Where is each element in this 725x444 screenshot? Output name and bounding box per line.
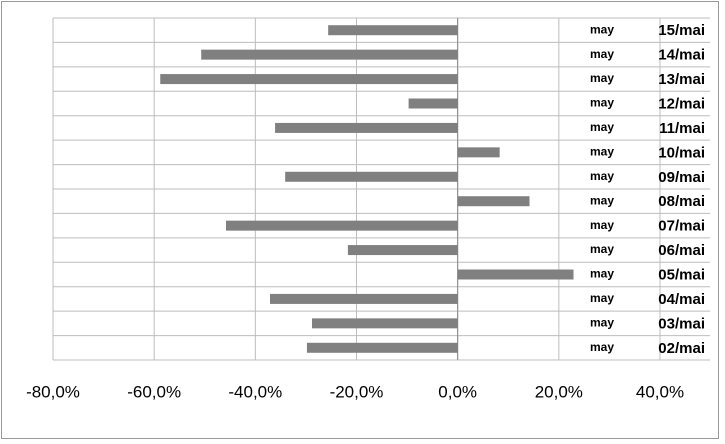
category-label: 08/mai bbox=[658, 193, 705, 210]
category-label: 15/mai bbox=[658, 22, 705, 39]
annotation: may bbox=[590, 96, 614, 110]
annotation-box bbox=[586, 215, 620, 236]
category-label: 13/mai bbox=[658, 71, 705, 88]
category-label: 04/mai bbox=[658, 291, 705, 308]
annotation: may bbox=[590, 242, 614, 256]
bar bbox=[347, 245, 458, 256]
annotation-box bbox=[586, 337, 620, 358]
bar bbox=[275, 122, 458, 133]
x-tick-label: -80,0% bbox=[26, 382, 80, 401]
annotation: may bbox=[590, 193, 614, 207]
category-label: 11/mai bbox=[659, 120, 705, 137]
annotation: may bbox=[590, 340, 614, 354]
x-tick-label: -60,0% bbox=[127, 382, 181, 401]
bar bbox=[160, 74, 458, 85]
annotation-box bbox=[586, 191, 620, 212]
annotation-box bbox=[586, 166, 620, 187]
bar bbox=[457, 269, 574, 280]
x-tick-label: 40,0% bbox=[636, 382, 684, 401]
category-label: 14/mai bbox=[658, 47, 705, 64]
category-label: 10/mai bbox=[658, 144, 705, 161]
annotation: may bbox=[590, 267, 614, 281]
category-label: 05/mai bbox=[658, 266, 705, 283]
annotation: may bbox=[590, 145, 614, 159]
annotation-box bbox=[586, 93, 620, 114]
annotation-box bbox=[586, 288, 620, 309]
annotation: may bbox=[590, 291, 614, 305]
annotation-box bbox=[586, 240, 620, 261]
annotation-box bbox=[586, 117, 620, 138]
bar bbox=[285, 171, 458, 182]
category-label: 02/mai bbox=[658, 340, 705, 357]
category-label: 03/mai bbox=[658, 315, 705, 332]
category-label: 12/mai bbox=[658, 95, 705, 112]
bar bbox=[306, 342, 458, 353]
bar bbox=[311, 318, 458, 329]
annotation-box bbox=[586, 142, 620, 163]
x-tick-label: -20,0% bbox=[330, 382, 384, 401]
annotation: may bbox=[590, 71, 614, 85]
annotation-box bbox=[586, 264, 620, 285]
bar bbox=[457, 147, 500, 158]
bar bbox=[270, 293, 458, 304]
annotation: may bbox=[590, 47, 614, 61]
x-tick-label: 20,0% bbox=[535, 382, 583, 401]
annotation: may bbox=[590, 218, 614, 232]
bar bbox=[201, 49, 458, 60]
category-label: 09/mai bbox=[658, 169, 705, 186]
bar bbox=[408, 98, 458, 109]
annotation-box bbox=[586, 313, 620, 334]
bar bbox=[225, 220, 458, 231]
annotation: may bbox=[590, 22, 614, 36]
x-tick-label: -40,0% bbox=[228, 382, 282, 401]
annotation: may bbox=[590, 169, 614, 183]
annotation-box bbox=[586, 69, 620, 90]
bar bbox=[328, 25, 458, 36]
annotation-box bbox=[586, 20, 620, 41]
category-label: 07/mai bbox=[658, 218, 705, 235]
annotation: may bbox=[590, 120, 614, 134]
annotation: may bbox=[590, 316, 614, 330]
x-tick-label: 0,0% bbox=[438, 382, 477, 401]
annotation-box bbox=[586, 44, 620, 65]
category-label: 06/mai bbox=[658, 242, 705, 259]
bar bbox=[457, 196, 530, 207]
